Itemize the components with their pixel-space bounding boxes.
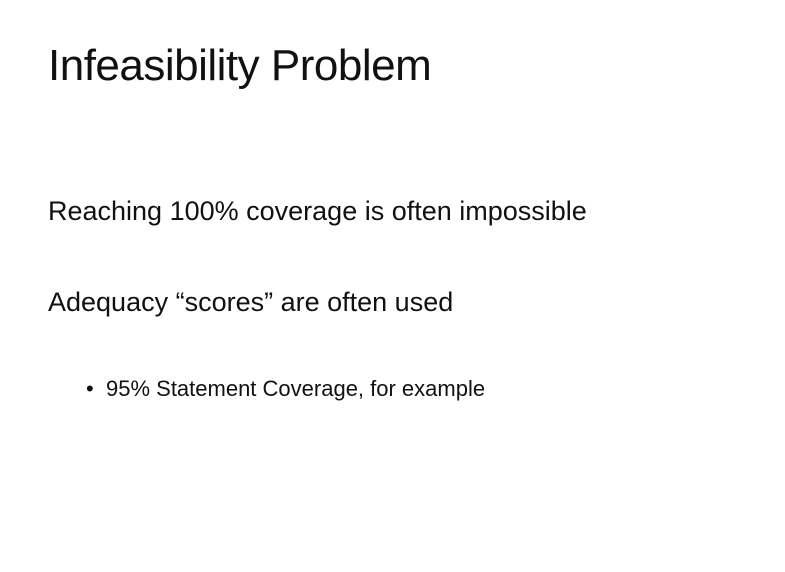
slide-subpoint-text: 95% Statement Coverage, for example [106,376,486,401]
slide-point-1: Reaching 100% coverage is often impossib… [48,196,587,226]
slide-subpoint-1: • 95% Statement Coverage, for example [86,374,485,404]
slide-title: Infeasibility Problem [48,41,432,90]
slide-point-2: Adequacy “scores” are often used [48,287,454,317]
bullet-icon: • [86,376,94,401]
